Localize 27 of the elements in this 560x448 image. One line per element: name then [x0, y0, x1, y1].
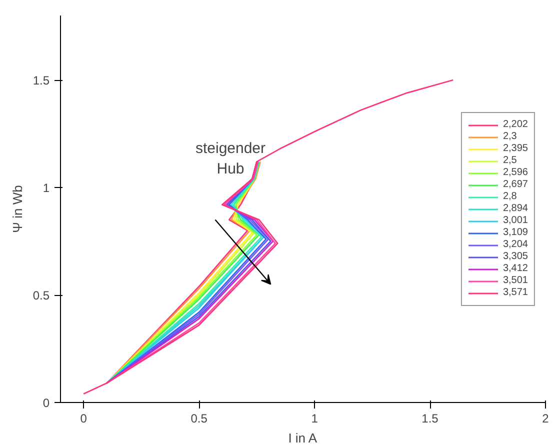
- x-tick-label: 2: [542, 412, 550, 426]
- annotation: steigender Hub: [195, 140, 266, 178]
- legend-label: 2,5: [502, 154, 518, 166]
- x-tick-label: 1.5: [422, 412, 439, 426]
- x-tick-label: 0: [80, 412, 88, 426]
- legend-label: 3,571: [502, 286, 528, 298]
- legend-label: 3,501: [502, 274, 528, 286]
- legend-label: 2,3: [502, 130, 518, 142]
- legend-label: 2,596: [502, 166, 528, 178]
- x-tick-label: 0.5: [190, 412, 208, 426]
- legend-label: 3,204: [502, 238, 528, 250]
- legend-label: 2,697: [502, 178, 528, 190]
- y-tick-label: 1.5: [32, 74, 50, 88]
- y-tick-label: 0.5: [32, 288, 50, 302]
- y-axis-title: Ψ in Wb: [10, 185, 25, 233]
- legend-label: 2,894: [502, 202, 528, 214]
- y-tick-label: 1: [42, 181, 50, 195]
- legend-label: 3,412: [502, 262, 528, 274]
- legend-label: 2,395: [502, 142, 528, 154]
- legend-label: 2,8: [502, 190, 518, 202]
- legend-label: 2,202: [502, 118, 528, 130]
- legend-label: 3,305: [502, 250, 528, 262]
- y-tick-label: 0: [42, 396, 50, 410]
- x-tick-label: 1: [311, 412, 318, 426]
- legend-label: 3,109: [502, 226, 528, 238]
- x-axis-title: I in A: [288, 430, 318, 446]
- legend-label: 3,001: [502, 214, 528, 226]
